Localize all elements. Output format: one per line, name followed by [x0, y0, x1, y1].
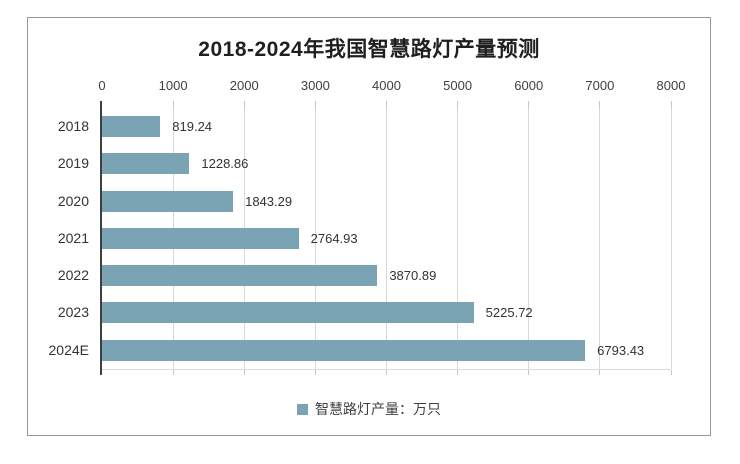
gridline — [314, 108, 316, 369]
bar-value-label: 1843.29 — [245, 193, 293, 209]
y-axis-category-label: 2024E — [48, 341, 89, 358]
axis-tick — [172, 101, 174, 108]
gridline — [670, 108, 672, 369]
gridline — [457, 108, 459, 369]
legend-marker-icon — [297, 403, 308, 415]
bar-2018 — [102, 116, 161, 137]
bar-2022 — [102, 265, 378, 287]
x-axis: 0 1000 2000 3000 4000 5000 6000 7000 8000 — [98, 78, 685, 94]
bar-2019 — [102, 153, 190, 175]
y-axis-category-label: 2020 — [57, 192, 89, 209]
plot-bottom-line — [102, 369, 671, 370]
axis-tick — [386, 101, 387, 108]
bar-2023 — [102, 302, 474, 324]
axis-tick — [172, 370, 174, 375]
bar-value-label: 6793.43 — [597, 342, 645, 358]
x-axis-tick-label: 8000 — [656, 78, 686, 93]
bar-2024E — [102, 339, 586, 361]
axis-tick — [670, 370, 672, 375]
axis-tick — [457, 101, 459, 108]
x-axis-tick-label: 3000 — [300, 78, 330, 93]
plot-area: 819.24 2018 1228.86 2019 1843.29 2020 2764.93 2… — [49, 101, 672, 375]
bar-value-label: 2764.93 — [310, 230, 358, 246]
x-axis-tick-label: 4000 — [372, 78, 401, 93]
axis-tick — [457, 370, 459, 375]
legend: 智慧路灯产量：万只 — [28, 401, 710, 417]
axis-tick — [528, 101, 530, 108]
x-axis-tick-label: 6000 — [514, 78, 544, 93]
axis-tick — [386, 370, 387, 375]
x-axis-tick-label: 5000 — [443, 78, 473, 93]
axis-tick — [670, 101, 672, 108]
axis-tick — [599, 101, 601, 108]
category-axis-line — [100, 101, 102, 375]
y-axis-category-label: 2023 — [57, 304, 89, 321]
axis-tick — [599, 370, 601, 375]
x-axis-tick-label: 0 — [98, 78, 106, 93]
bar-value-label: 819.24 — [172, 119, 213, 134]
bar-value-label: 5225.72 — [485, 305, 533, 321]
axis-tick — [314, 101, 316, 108]
gridline — [386, 108, 387, 369]
axis-tick — [528, 370, 530, 375]
chart-title: 2018-2024年我国智慧路灯产量预测 — [198, 38, 540, 61]
y-axis-category-label: 2021 — [57, 229, 89, 246]
x-axis-tick-label: 7000 — [585, 78, 615, 93]
x-axis-tick-label: 2000 — [229, 78, 259, 93]
axis-tick — [314, 370, 316, 375]
bar-2021 — [102, 227, 299, 249]
y-axis-category-label: 2022 — [57, 267, 89, 284]
legend-label: 智慧路灯产量：万只 — [315, 401, 441, 417]
bar-value-label: 1228.86 — [201, 156, 249, 172]
bar-value-label: 3870.89 — [389, 268, 437, 284]
x-axis-tick-label: 1000 — [158, 78, 188, 93]
y-axis-category-label: 2019 — [57, 155, 89, 172]
axis-tick — [243, 370, 245, 375]
chart-panel: 2018-2024年我国智慧路灯产量预测 0 1000 2000 3000 4000 50… — [27, 17, 711, 436]
bar-2020 — [102, 190, 234, 212]
gridline — [599, 108, 601, 369]
axis-tick — [243, 101, 245, 108]
gridline — [528, 108, 530, 369]
y-axis-category-label: 2018 — [57, 118, 89, 134]
